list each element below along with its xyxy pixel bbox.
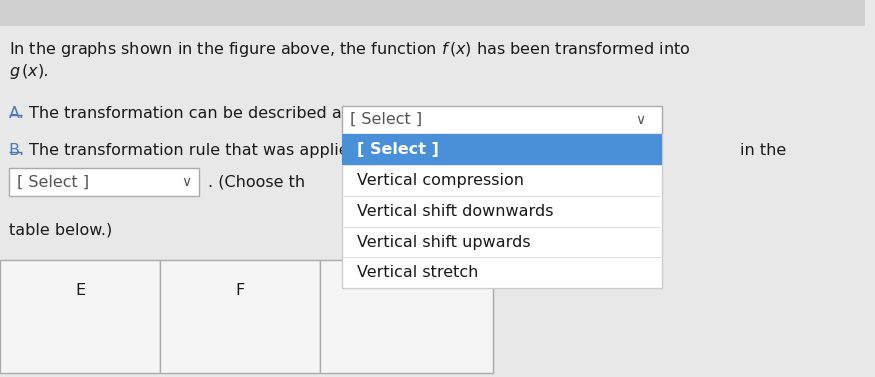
Text: ∨: ∨ (635, 113, 645, 127)
Text: in the: in the (739, 143, 786, 158)
FancyBboxPatch shape (342, 134, 662, 288)
Text: Vertical shift upwards: Vertical shift upwards (357, 234, 531, 250)
Text: $g\,(x)$.: $g\,(x)$. (9, 62, 48, 81)
FancyBboxPatch shape (0, 260, 160, 373)
Text: The transformation rule that was applied: The transformation rule that was applied (29, 143, 359, 158)
Text: table below.): table below.) (9, 222, 112, 238)
Text: In the graphs shown in the figure above, the function $f\,(x)$ has been transfor: In the graphs shown in the figure above,… (9, 40, 690, 58)
Text: F: F (235, 283, 245, 298)
Text: E: E (75, 283, 85, 298)
FancyBboxPatch shape (320, 260, 494, 373)
FancyBboxPatch shape (342, 134, 662, 165)
FancyBboxPatch shape (160, 260, 320, 373)
Text: Vertical compression: Vertical compression (357, 173, 524, 188)
Text: ∨: ∨ (181, 175, 191, 189)
FancyBboxPatch shape (9, 168, 199, 196)
Text: A.: A. (9, 106, 24, 121)
Text: [ Select ]: [ Select ] (357, 142, 439, 157)
Text: The transformation can be described as:: The transformation can be described as: (29, 106, 355, 121)
Text: [ Select ]: [ Select ] (350, 112, 423, 127)
Text: . (Choose th: . (Choose th (207, 175, 304, 189)
Text: Vertical stretch: Vertical stretch (357, 265, 479, 280)
Bar (0, 0, 865, 26)
Text: [ Select ]: [ Select ] (18, 175, 89, 189)
Text: Vertical shift downwards: Vertical shift downwards (357, 204, 554, 219)
Text: B.: B. (9, 143, 24, 158)
FancyBboxPatch shape (342, 106, 662, 134)
